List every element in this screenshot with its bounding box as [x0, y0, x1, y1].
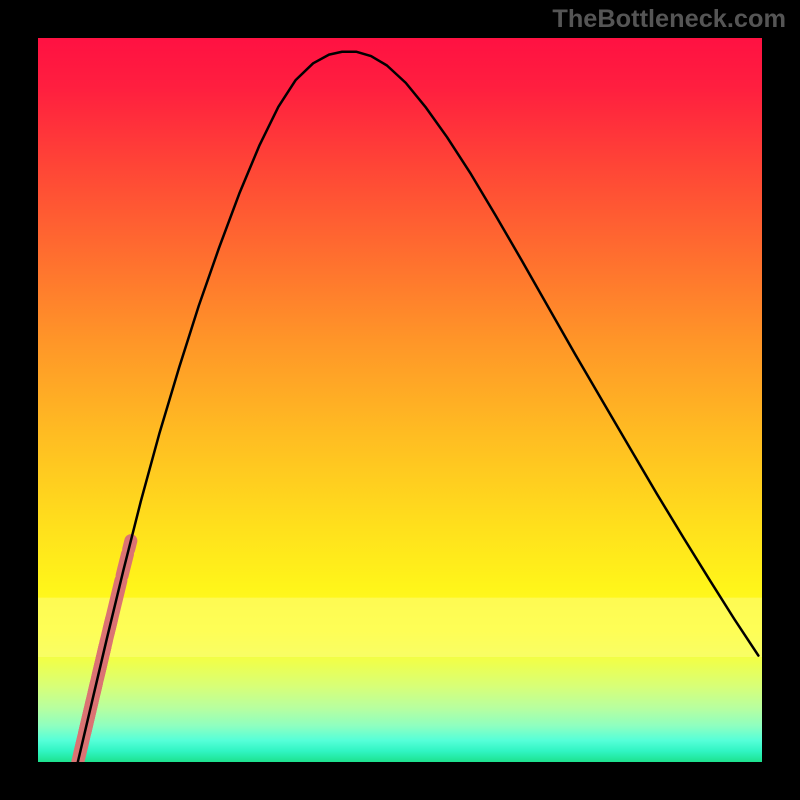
watermark-text: TheBottleneck.com: [552, 5, 786, 34]
chart-container: TheBottleneck.com: [0, 0, 800, 800]
bottleneck-v-chart: [38, 38, 762, 762]
